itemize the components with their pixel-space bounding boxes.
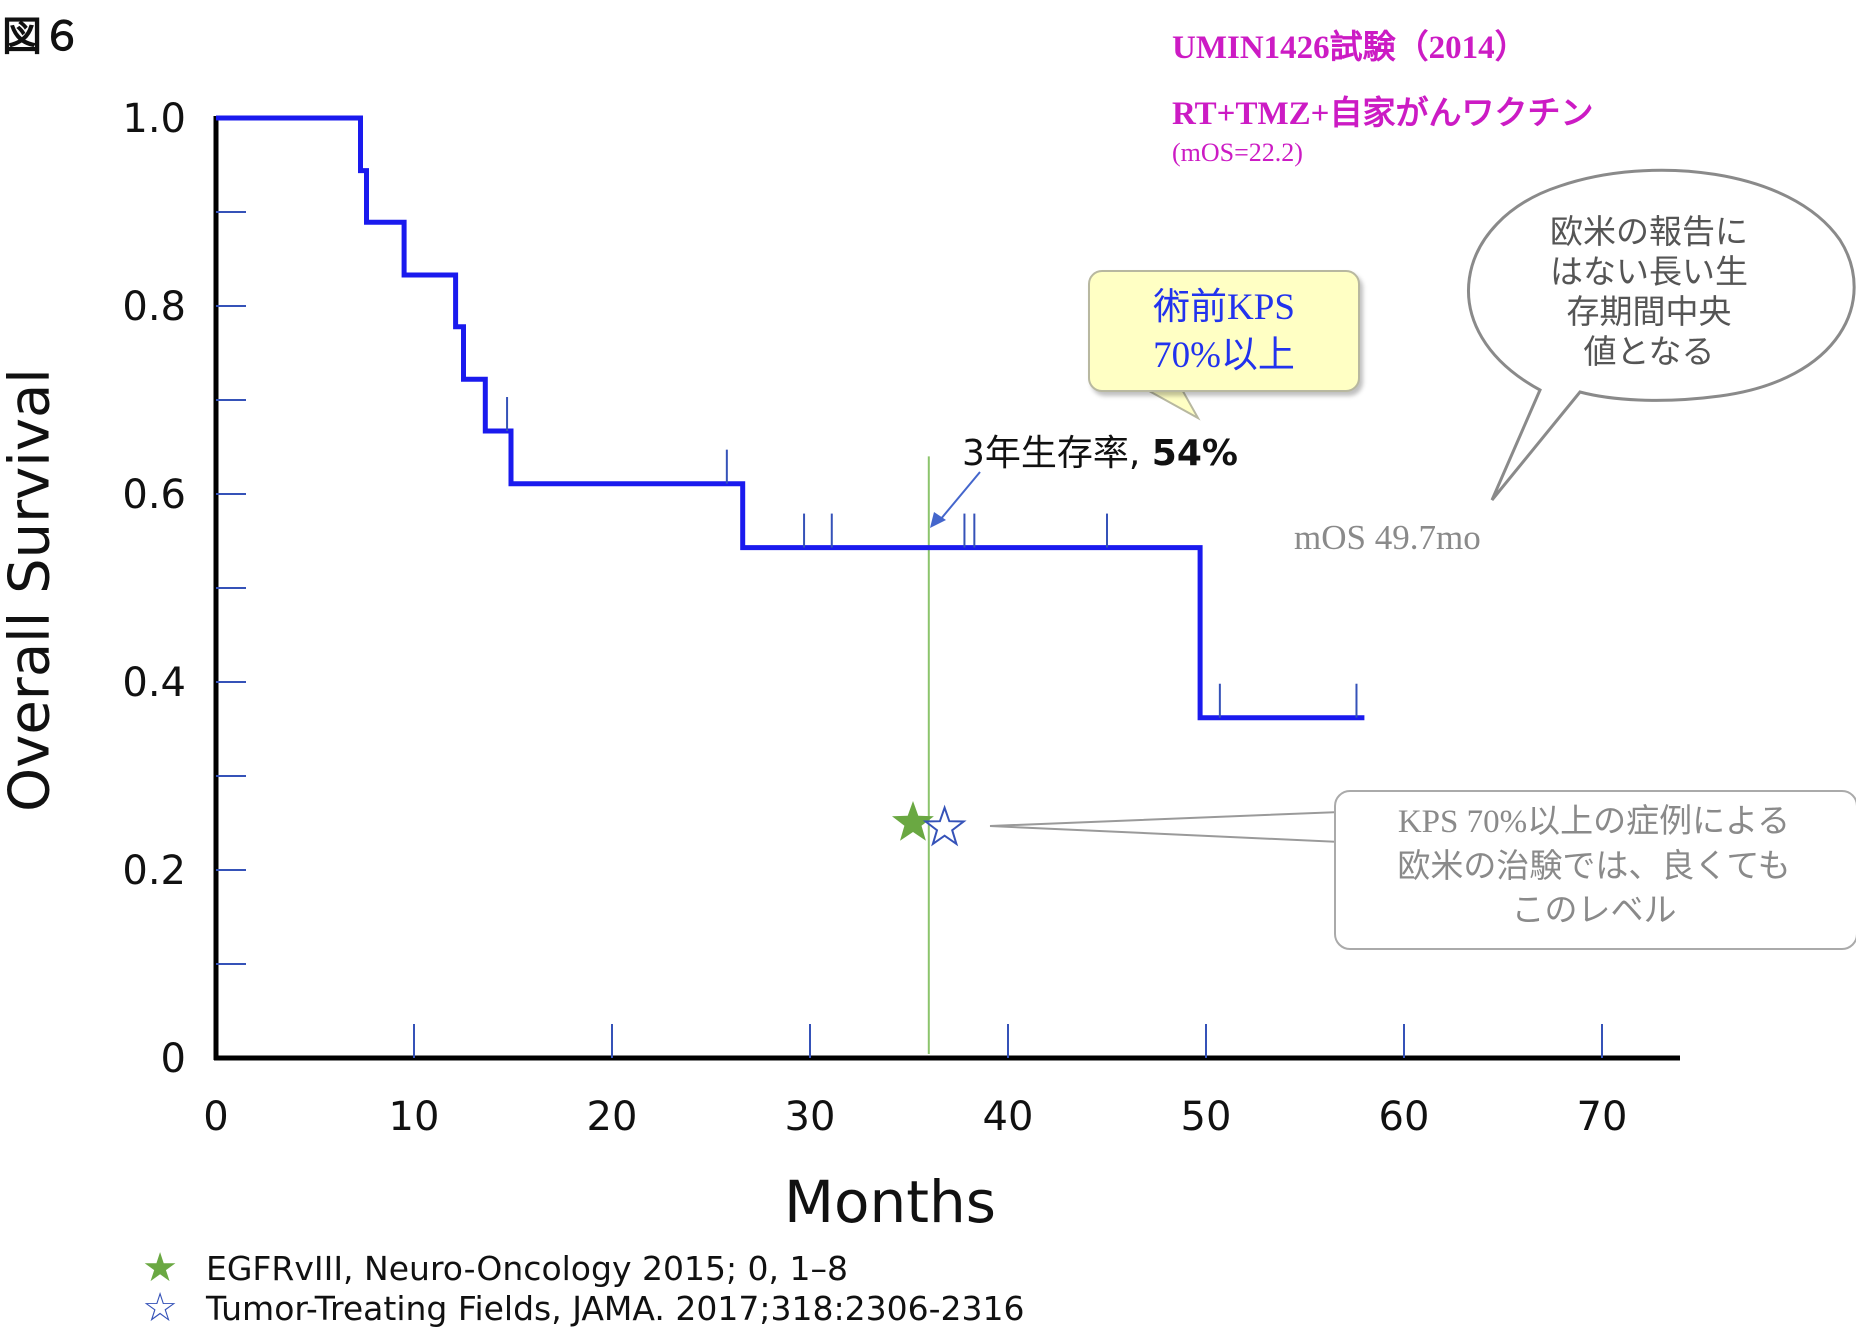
x-tick-label: 40 [983,1094,1034,1140]
x-tick-label: 20 [587,1094,638,1140]
legend-item-ttfields: ☆ Tumor-Treating Fields, JAMA. 2017;318:… [138,1288,1024,1328]
x-tick-label: 10 [389,1094,440,1140]
figure-label: 図６ [2,14,82,60]
comparison-callout-text: KPS 70%以上の症例による 欧米の治験では、良くても このレベル [1334,800,1854,932]
kps-note-line: 術前KPS [1153,287,1295,328]
x-tick-label: 50 [1181,1094,1232,1140]
kps-note-text: 術前KPS 70%以上 [1088,284,1360,380]
x-tick-label: 60 [1379,1094,1430,1140]
three-year-survival-note: 3年生存率, 54% [962,424,1238,476]
note-arrow-head [930,512,946,528]
callout-pointer [989,810,1341,844]
x-tick-label: 30 [785,1094,836,1140]
y-tick-label: 0 [161,1036,186,1082]
bubble-line: はない長い生 [1550,252,1748,291]
callout-line: このレベル [1511,890,1677,929]
hollow-star-icon: ☆ [142,1285,178,1331]
survival-note-prefix: 3年生存率, [962,433,1152,474]
trial-regimen: RT+TMZ+自家がんワクチン [1172,96,1594,132]
kps-note-line: 70%以上 [1153,335,1295,376]
survival-note-value: 54% [1151,433,1238,474]
y-tick-label: 1.0 [122,96,186,142]
legend: ★ EGFRvIII, Neuro-Oncology 2015; 0, 1–8 … [138,1248,1024,1328]
y-tick-label: 0.8 [122,284,186,330]
kps-note-box [1088,270,1360,392]
filled-star-icon [892,801,934,841]
legend-item-egfrviii: ★ EGFRvIII, Neuro-Oncology 2015; 0, 1–8 [138,1248,1024,1288]
callout-line: KPS 70%以上の症例による [1397,804,1791,840]
note-arrow-line [939,471,981,521]
x-tick-label: 70 [1577,1094,1628,1140]
y-tick-label: 0.6 [122,472,186,518]
median-os-label: mOS 49.7mo [1294,518,1481,557]
speech-bubble-shape [1467,168,1856,501]
survival-curve [216,115,1365,721]
x-tick-label: 0 [203,1094,228,1140]
y-axis-title: Overall Survival [0,368,63,812]
callout-line: 欧米の治験では、良くても [1397,846,1791,885]
x-axis-title: Months [783,1168,997,1236]
comparison-callout-box [1334,790,1856,950]
y-tick-label: 0.2 [122,848,186,894]
y-tick-label: 0.4 [122,660,186,706]
bubble-line: 欧米の報告に [1550,212,1748,251]
hollow-star-icon [922,804,967,847]
bubble-line: 存期間中央 [1566,292,1732,331]
speech-bubble-text: 欧米の報告に はない長い生 存期間中央 値となる [1498,212,1800,372]
legend-label: EGFRvIII, Neuro-Oncology 2015; 0, 1–8 [206,1248,849,1288]
trial-title: UMIN1426試験（2014） [1172,30,1528,66]
filled-star-icon: ★ [142,1245,178,1291]
bubble-line: 値となる [1583,332,1715,371]
trial-mos: (mOS=22.2) [1172,138,1303,167]
legend-label: Tumor-Treating Fields, JAMA. 2017;318:23… [206,1288,1025,1328]
